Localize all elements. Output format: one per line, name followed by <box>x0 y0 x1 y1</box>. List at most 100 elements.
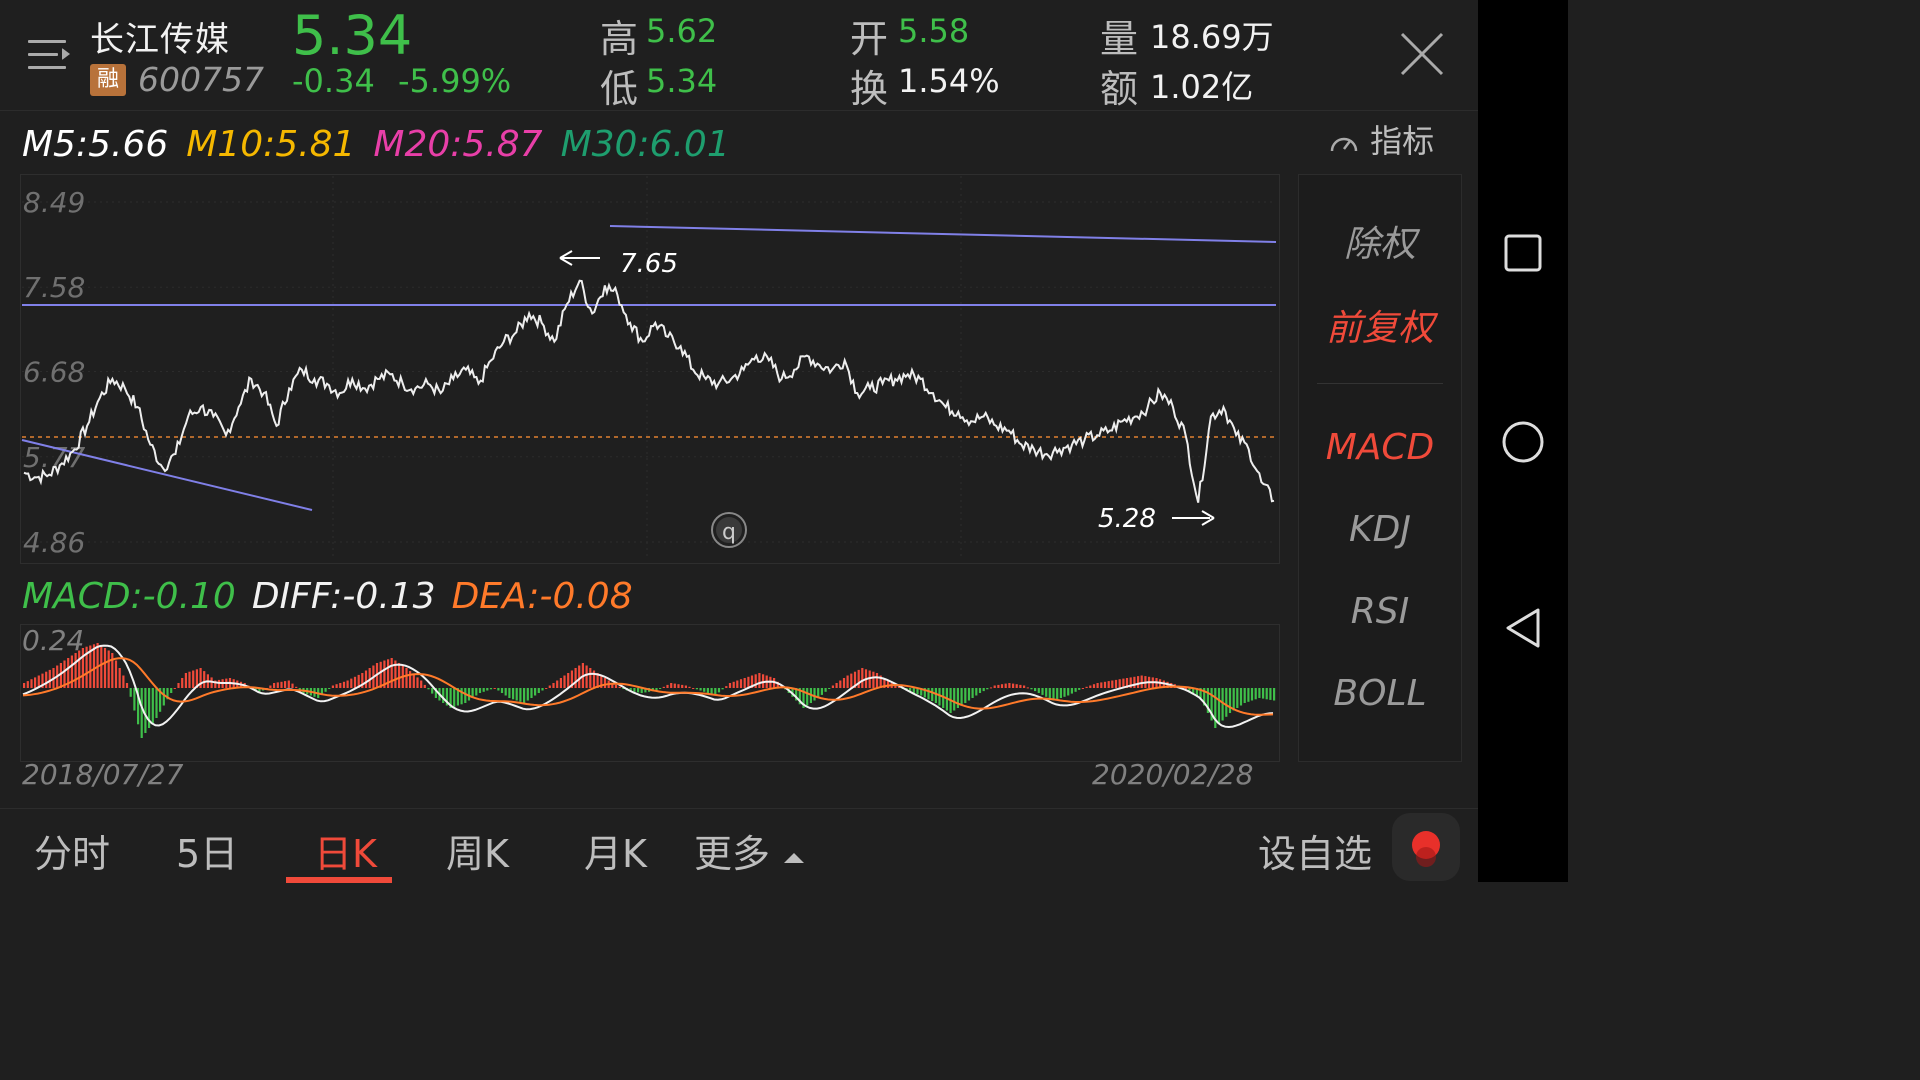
menu-icon[interactable] <box>28 38 70 72</box>
macd-bar <box>559 678 562 688</box>
tab-monthly-k[interactable]: 月K <box>584 832 647 876</box>
macd-bar <box>1199 688 1202 698</box>
macd-bar <box>567 673 570 688</box>
macd-bar <box>387 659 390 688</box>
gauge-icon <box>1330 137 1358 152</box>
option-boll[interactable]: BOLL <box>1333 673 1427 714</box>
macd-bar <box>1262 688 1265 699</box>
macd-chart[interactable]: 0.24 <box>20 624 1280 762</box>
macd-bar <box>684 685 687 688</box>
macd-bar <box>1023 685 1026 688</box>
macd-value: MACD:-0.10 <box>22 576 236 617</box>
macd-bar <box>195 669 198 688</box>
back-icon[interactable] <box>1502 606 1544 650</box>
close-icon[interactable] <box>1398 30 1446 78</box>
macd-bar <box>1217 688 1221 725</box>
recents-icon[interactable] <box>1502 232 1544 274</box>
macd-bar <box>140 688 143 738</box>
macd-bar <box>199 668 202 688</box>
macd-bar <box>563 675 566 688</box>
divider <box>1317 383 1443 384</box>
macd-bar <box>523 688 526 703</box>
tab-weekly-k[interactable]: 周K <box>446 832 509 876</box>
add-watchlist-button[interactable]: 设自选 <box>1258 832 1373 876</box>
record-button[interactable] <box>1392 813 1460 881</box>
macd-bar <box>449 688 452 708</box>
macd-bar <box>1206 688 1209 713</box>
macd-bar <box>1034 688 1037 692</box>
macd-bar <box>390 658 393 688</box>
kline-chart[interactable]: 8.49 7.58 6.68 5.77 4.86 7.65 5.28 q <box>20 174 1280 564</box>
system-nav-bar <box>1478 0 1568 882</box>
macd-bar <box>850 673 853 688</box>
macd-bar <box>453 688 456 707</box>
macd-bar <box>339 683 342 688</box>
option-forward-adjusted[interactable]: 前复权 <box>1325 308 1434 349</box>
macd-bar <box>357 674 360 688</box>
macd-bar <box>662 686 665 688</box>
macd-bar <box>1265 688 1268 700</box>
macd-bar <box>659 688 662 689</box>
macd-bar <box>394 660 397 688</box>
macd-bar <box>1247 688 1250 702</box>
macd-bar <box>1056 688 1059 700</box>
start-date: 2018/07/27 <box>22 758 184 791</box>
high-value: 5.62 <box>646 12 718 50</box>
macd-bar <box>831 685 834 688</box>
chart-grid <box>22 176 1276 560</box>
macd-panel[interactable] <box>20 624 1280 762</box>
home-icon[interactable] <box>1500 419 1546 465</box>
macd-bar <box>442 688 445 703</box>
price-axis-tick: 5.77 <box>23 441 86 474</box>
macd-bar <box>258 688 261 693</box>
macd-bar <box>637 688 640 693</box>
macd-bar <box>982 688 985 692</box>
option-macd[interactable]: MACD <box>1325 427 1435 468</box>
macd-bar <box>986 688 989 690</box>
macd-bar <box>750 675 754 688</box>
macd-bar <box>1012 683 1015 688</box>
macd-bar <box>548 685 551 688</box>
macd-bar <box>41 673 44 688</box>
macd-bar <box>467 688 471 701</box>
macd-bar <box>74 653 77 688</box>
macd-bar <box>85 646 88 688</box>
macd-bar <box>861 668 864 688</box>
macd-bar <box>515 688 518 701</box>
tab-daily-k[interactable]: 日K <box>314 832 377 876</box>
tab-5day[interactable]: 5日 <box>176 832 239 876</box>
tab-intraday[interactable]: 分时 <box>34 832 111 876</box>
macd-bar <box>868 670 871 688</box>
kline-chart-panel[interactable] <box>20 174 1280 564</box>
macd-bar <box>916 688 919 695</box>
macd-bar <box>81 648 84 688</box>
macd-bar <box>460 688 463 705</box>
option-ex-rights[interactable]: 除权 <box>1343 224 1416 265</box>
macd-bar <box>203 671 206 688</box>
macd-bar <box>710 688 713 695</box>
macd-bar <box>1254 688 1257 700</box>
ma10-value: M10:5.81 <box>186 124 356 165</box>
tab-more[interactable]: 更多 <box>694 823 806 878</box>
macd-bar <box>1026 687 1029 689</box>
indicator-button[interactable]: 指标 <box>1328 116 1434 162</box>
macd-bar <box>1052 688 1055 701</box>
macd-bar <box>688 686 691 688</box>
macd-bar <box>1092 684 1096 688</box>
option-kdj[interactable]: KDJ <box>1349 509 1411 550</box>
macd-bar <box>894 684 897 688</box>
diff-line <box>22 644 1274 729</box>
macd-bar <box>409 671 412 688</box>
quote-header: 长江传媒 融 600757 5.34 -0.34 -5.99% 高 5.62 低… <box>0 0 1478 111</box>
option-rsi[interactable]: RSI <box>1350 591 1410 632</box>
macd-bar <box>912 688 915 693</box>
macd-bar <box>1107 681 1110 688</box>
macd-bar <box>732 681 735 688</box>
macd-bar <box>967 688 971 701</box>
macd-bar <box>100 645 103 688</box>
macd-bar <box>640 688 643 693</box>
price-axis-tick: 4.86 <box>23 526 85 559</box>
macd-bar <box>806 688 809 706</box>
price-axis-tick: 7.58 <box>23 271 85 304</box>
macd-bar <box>673 683 676 688</box>
